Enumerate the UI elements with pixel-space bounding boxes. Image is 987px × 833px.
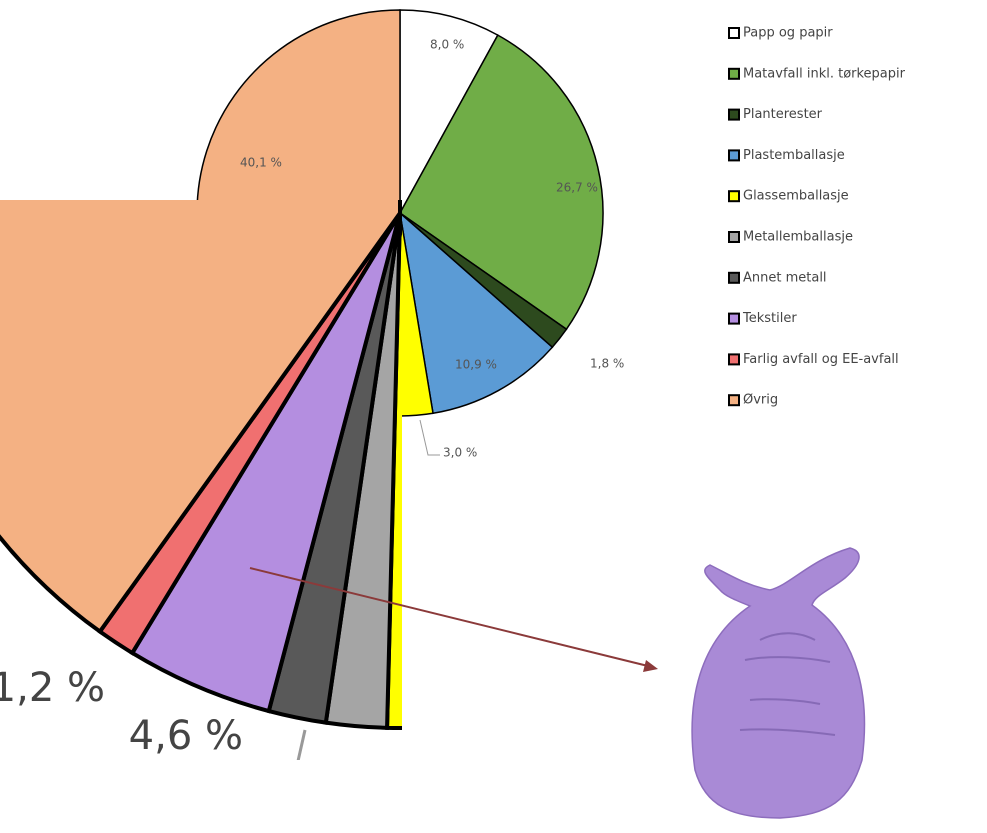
- legend-label: Annet metall: [743, 270, 827, 285]
- arrow: [249, 567, 658, 672]
- legend-swatch: [728, 353, 740, 366]
- legend-swatch: [728, 312, 740, 325]
- legend: Papp og papir Matavfall inkl. tørkepapir P…: [728, 26, 906, 408]
- pie-slice: [399, 34, 604, 331]
- legend-label: Plastemballasje: [743, 148, 845, 163]
- legend-swatch: [728, 108, 740, 121]
- leader-line: [419, 419, 440, 456]
- data-label: 26,7 %: [556, 181, 598, 195]
- leader-line: [296, 729, 307, 760]
- pie-slice-zoomed: [0, 200, 402, 635]
- arrow-line: [249, 567, 649, 667]
- arrow-head: [643, 660, 658, 672]
- data-label: 40,1 %: [240, 156, 282, 170]
- legend-swatch: [728, 190, 740, 203]
- data-label: 8,0 %: [430, 38, 464, 52]
- legend-label: Farlig avfall og EE-avfall: [743, 352, 899, 367]
- data-label-zoomed: 1,2 %: [0, 665, 105, 711]
- data-label: 10,9 %: [455, 358, 497, 372]
- bag-body: [691, 547, 866, 819]
- legend-swatch: [728, 149, 740, 162]
- pie-slice: [398, 211, 554, 415]
- bag-print: [739, 632, 836, 736]
- pie-zoom: 4,6 % 1,2 %: [0, 200, 402, 760]
- pie-slice: [399, 9, 499, 214]
- legend-swatch: [728, 394, 740, 407]
- legend-label: Glassemballasje: [743, 189, 849, 204]
- legend-label: Tekstiler: [742, 311, 797, 326]
- legend-swatch: [728, 27, 740, 39]
- legend-label: Øvrig: [743, 393, 778, 408]
- data-label: 1,8 %: [590, 357, 624, 371]
- legend-label: Planterester: [743, 107, 823, 122]
- legend-swatch: [728, 231, 740, 243]
- data-label: 3,0 %: [443, 446, 477, 460]
- textile-bag: [691, 547, 866, 819]
- legend-label: Papp og papir: [743, 26, 833, 41]
- legend-label: Metallemballasje: [743, 230, 853, 245]
- legend-swatch: [728, 67, 740, 80]
- data-label-zoomed: 4,6 %: [129, 713, 243, 759]
- legend-label: Matavfall inkl. tørkepapir: [743, 66, 906, 81]
- legend-swatch: [728, 271, 740, 284]
